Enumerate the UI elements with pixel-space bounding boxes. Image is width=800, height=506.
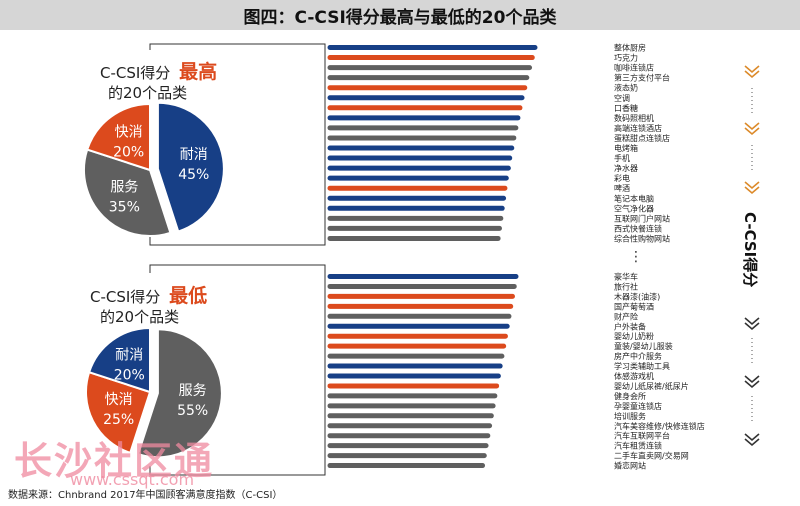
labels-ellipsis: ⋮ <box>629 249 643 265</box>
side-arrows <box>744 65 760 447</box>
chevron-down-icon-1 <box>744 122 760 136</box>
category-label-1-10: 体感游戏机 <box>614 371 654 381</box>
bottom-pie: 服务 55% 快消 25% 耐消 20% <box>85 326 223 459</box>
chevron-down-icon-5 <box>744 433 760 447</box>
category-label-1-16: 汽车互联网平台 <box>614 431 670 441</box>
category-label-0-15: 笔记本电脑 <box>614 193 654 203</box>
pie-slice-1-2 <box>87 326 151 394</box>
top-bars <box>327 45 538 241</box>
pie-slice-1-0 <box>136 328 223 459</box>
category-label-1-12: 健身会所 <box>614 391 646 401</box>
bottom-pie-title-prefix: C-CSI得分 <box>90 288 160 306</box>
category-label-1-0: 豪华车 <box>614 272 638 282</box>
category-label-0-4: 液态奶 <box>614 83 638 93</box>
category-label-0-13: 彩电 <box>614 173 630 183</box>
pie-slice-value-1-2: 20% <box>114 368 145 384</box>
category-label-1-9: 学习类辅助工具 <box>614 361 670 371</box>
top-frame-line <box>149 43 326 246</box>
category-label-0-0: 整体厨房 <box>614 43 646 53</box>
bottom-bars <box>327 274 519 469</box>
category-label-0-11: 手机 <box>614 153 630 163</box>
pie-slice-name-1-2: 耐消 <box>115 348 143 364</box>
chevron-down-icon-3 <box>744 317 760 331</box>
category-label-0-10: 电烤箱 <box>614 143 638 153</box>
category-label-1-5: 户外装备 <box>614 321 646 331</box>
pie-slice-0-1 <box>83 148 172 237</box>
top-pie-title-prefix: C-CSI得分 <box>100 64 170 82</box>
pie-slice-name-1-0: 服务 <box>179 383 207 399</box>
category-label-0-16: 空气净化器 <box>614 203 654 213</box>
category-label-1-1: 旅行社 <box>614 281 638 291</box>
pie-slice-name-1-1: 快消 <box>105 392 133 408</box>
watermark-url: www.cssqt.com <box>70 470 195 489</box>
watermark: 长沙社区通 <box>14 439 215 483</box>
category-label-0-12: 净水器 <box>614 163 638 173</box>
category-label-1-4: 财产险 <box>614 311 638 321</box>
category-label-0-17: 互联网门户网站 <box>614 213 670 223</box>
chevron-down-icon-4 <box>744 375 760 389</box>
pie-slice-1-1 <box>85 370 152 455</box>
category-label-0-6: 口香糖 <box>614 103 638 113</box>
source-note: 数据来源：Chnbrand 2017年中国顾客满意度指数（C-CSI） <box>8 490 283 501</box>
pie-slice-value-0-2: 20% <box>113 145 144 161</box>
chevron-down-icon-0 <box>744 65 760 79</box>
pie-slice-value-0-0: 45% <box>178 167 209 183</box>
pie-slice-value-1-1: 25% <box>103 412 134 428</box>
page-title: 图四：C-CSI得分最高与最低的20个品类 <box>0 0 800 30</box>
category-label-1-2: 木器漆(油漆) <box>614 291 660 301</box>
category-label-1-8: 房产中介服务 <box>614 351 662 361</box>
side-label-c-csi: C-CSI得分 <box>741 212 759 287</box>
bottom-pie-title: C-CSI得分 最低 <box>90 284 207 307</box>
pie-slice-name-0-0: 耐消 <box>180 147 208 163</box>
category-label-0-5: 空调 <box>614 93 630 103</box>
category-label-1-6: 婴幼儿奶粉 <box>614 331 654 341</box>
pie-slice-name-0-1: 服务 <box>110 180 138 196</box>
category-label-1-13: 孕婴童连锁店 <box>614 401 662 411</box>
category-label-1-14: 培训服务 <box>614 411 646 421</box>
category-label-1-11: 婴幼儿纸尿裤/纸尿片 <box>614 381 689 391</box>
category-label-0-18: 西式快餐连锁 <box>614 223 662 233</box>
category-label-0-3: 第三方支付平台 <box>614 73 670 83</box>
category-label-0-8: 高端连锁酒店 <box>614 123 662 133</box>
pie-slice-0-2 <box>85 102 151 172</box>
category-label-0-1: 巧克力 <box>614 53 638 63</box>
category-label-0-7: 数码照相机 <box>614 113 654 123</box>
category-label-1-19: 婚恋网站 <box>614 461 646 471</box>
top-category-labels: 整体厨房巧克力咖啡连锁店第三方支付平台液态奶空调口香糖数码照相机高端连锁酒店蛋糕… <box>614 43 670 244</box>
chevron-down-icon-2 <box>744 181 760 195</box>
top-pie: 耐消 45% 服务 35% 快消 20% <box>83 101 225 237</box>
category-label-1-17: 汽车租赁连锁 <box>614 441 662 451</box>
bottom-pie-title-highlight: 最低 <box>169 284 207 307</box>
top-pie-title: C-CSI得分 最高 <box>100 60 217 83</box>
category-label-1-18: 二手车直卖网/交易网 <box>614 451 689 461</box>
pie-slice-0-0 <box>156 101 225 233</box>
category-label-0-19: 综合性购物网站 <box>614 233 670 243</box>
pie-slice-value-1-0: 55% <box>177 403 208 419</box>
category-label-1-3: 国产葡萄酒 <box>614 301 654 311</box>
top-pie-title-highlight: 最高 <box>179 60 217 83</box>
pie-slice-value-0-1: 35% <box>109 200 140 216</box>
category-label-1-7: 童装/婴幼儿服装 <box>614 341 673 351</box>
top-pie-title-suffix: 的20个品类 <box>108 84 187 102</box>
bottom-frame-line <box>149 264 326 476</box>
category-label-0-9: 蛋糕甜点连锁店 <box>614 133 670 143</box>
category-label-1-15: 汽车美容维修/快修连锁店 <box>614 421 705 431</box>
category-label-0-2: 咖啡连锁店 <box>614 63 654 73</box>
bottom-category-labels: 豪华车旅行社木器漆(油漆)国产葡萄酒财产险户外装备婴幼儿奶粉童装/婴幼儿服装房产… <box>614 272 705 471</box>
pie-slice-name-0-2: 快消 <box>115 125 143 141</box>
bottom-pie-title-suffix: 的20个品类 <box>100 308 179 326</box>
category-label-0-14: 啤酒 <box>614 183 630 193</box>
